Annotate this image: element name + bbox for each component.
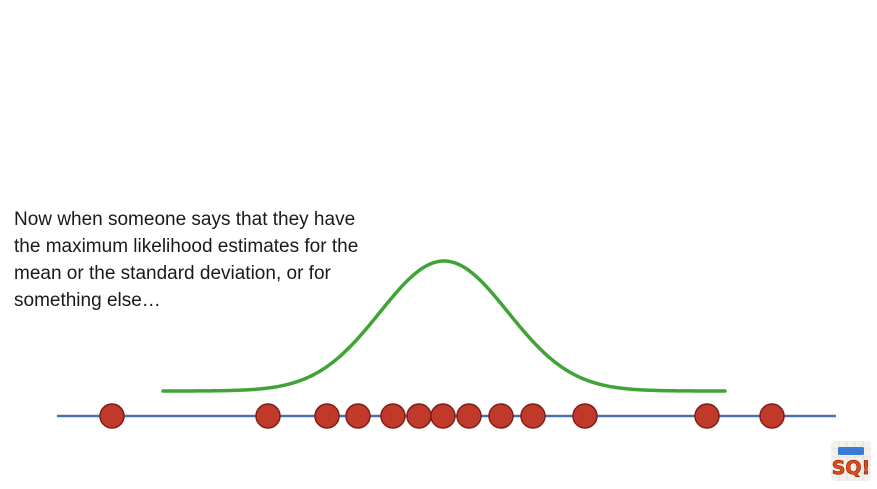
data-points xyxy=(99,403,785,429)
data-point-9 xyxy=(488,403,514,429)
data-point-12 xyxy=(694,403,720,429)
data-point-6 xyxy=(406,403,432,429)
logo-icon: SQ! xyxy=(831,441,871,481)
caption-line-2: the maximum likelihood estimates for the xyxy=(14,236,359,257)
caption-line-3: mean or the standard deviation, or for xyxy=(14,263,331,284)
data-point-5 xyxy=(380,403,406,429)
statquest-logo: SQ! xyxy=(831,441,871,481)
caption-line-4: something else… xyxy=(14,290,161,311)
data-point-8 xyxy=(456,403,482,429)
data-point-11 xyxy=(572,403,598,429)
data-point-7 xyxy=(430,403,456,429)
normal-distribution-curve xyxy=(161,259,727,393)
data-point-4 xyxy=(345,403,371,429)
logo-text: SQ! xyxy=(832,457,871,479)
data-point-13 xyxy=(759,403,785,429)
caption-text: Now when someone says that they have the… xyxy=(14,206,414,314)
data-point-10 xyxy=(520,403,546,429)
data-point-1 xyxy=(99,403,125,429)
caption-line-1: Now when someone says that they have xyxy=(14,209,356,230)
data-point-3 xyxy=(314,403,340,429)
data-point-2 xyxy=(255,403,281,429)
